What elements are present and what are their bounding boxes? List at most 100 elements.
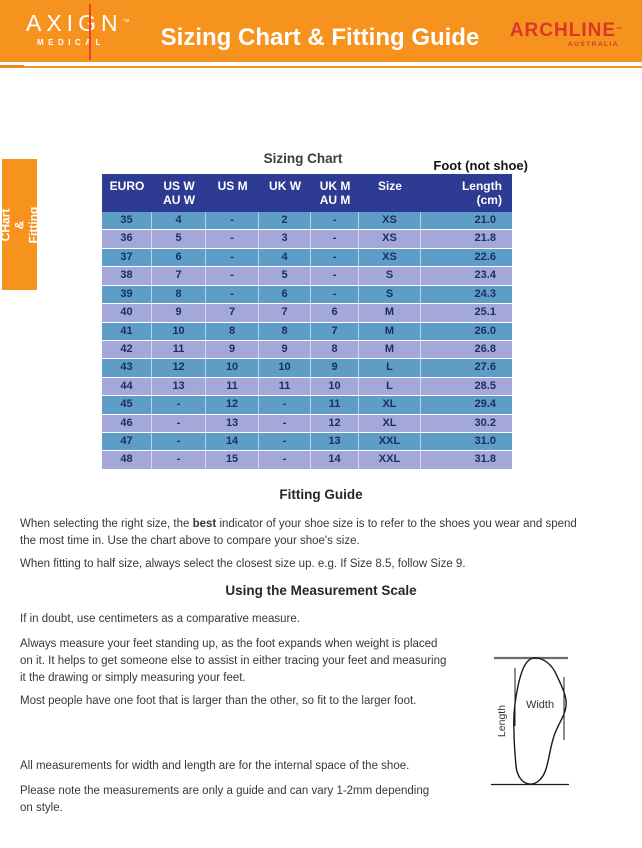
table-cell: - [206,285,259,304]
archline-logo: ARCHLINE™ AUSTRALIA [510,21,622,48]
table-cell: - [206,212,259,230]
side-tab-label: Sizing CHart & Fitting Guide [0,206,55,243]
table-cell: 22.6 [474,250,496,263]
table-cell: 45 [102,396,153,414]
paragraph-text: When selecting the right size, the [20,518,193,530]
fitting-guide-paragraph-2: When fitting to half size, always select… [20,558,466,570]
fitting-guide-heading: Fitting Guide [279,487,363,502]
table-cell: - [311,267,360,285]
table-cell: 8 [311,340,360,359]
table-cell: XL [359,414,421,433]
column-header-uk-w: UK W [269,179,302,193]
table-cell: - [152,396,207,414]
table-cell: 9 [206,340,259,359]
table-cell: 24.3 [474,287,496,300]
table-cell: 7 [152,267,207,285]
measurement-paragraph-5: Please note the measurements are only a … [20,785,430,814]
table-cell: XS [359,248,421,267]
foot-outline-icon [513,657,567,785]
table-cell: 11 [206,377,259,396]
measurement-paragraph-2: Always measure your feet standing up, as… [20,638,447,684]
table-cell: - [152,433,207,451]
column-header-euro: EURO [109,179,145,193]
table-row: 46-13-12 XL 30.2 [102,414,512,434]
foot-measurement-diagram: Width Length [491,656,569,786]
archline-logo-name: ARCHLINE™ [509,20,622,41]
column-header-size: Size [377,179,402,193]
table-cell: 10 [311,377,360,396]
table-cell: 30.2 [474,416,496,429]
table-cell: 47 [102,433,153,451]
table-cell: 13 [311,433,360,451]
table-cell: 4 [152,212,207,230]
table-cell: 8 [206,322,259,340]
table-cell: XL [359,396,421,414]
table-cell: 41 [102,322,153,340]
table-row: 47-14-13 XXL 31.0 [102,433,512,452]
table-cell: - [311,285,360,304]
table-cell: 27.6 [474,361,496,374]
measurement-paragraph-1: If in doubt, use centimeters as a compar… [20,613,300,625]
paragraph-text: indicator of your shoe size is to refer … [20,518,577,547]
table-cell: - [152,414,207,433]
table-cell: 13 [206,414,259,433]
table-cell: 14 [311,451,360,469]
table-cell: S [359,285,421,304]
table-cell: 12 [311,414,360,433]
axign-logo: AXIGN™ MEDICAL [26,4,130,60]
table-cell: - [259,396,312,414]
table-row: 37 6-4- XS 22.6 [102,248,512,268]
axign-logo-name: AXIGN™ [26,10,130,36]
measurement-paragraph-3: Most people have one foot that is larger… [20,695,417,707]
table-cell: 8 [259,322,312,340]
table-cell: 9 [152,304,207,322]
table-cell: 28.5 [474,379,496,392]
table-cell: XXL [359,433,421,451]
table-cell: 38 [102,267,153,285]
table-cell: 6 [259,285,312,304]
table-row: 39 8-6- S 24.3 [102,285,512,305]
table-cell: 3 [259,230,312,248]
table-cell: S [359,267,421,285]
table-cell: L [359,377,421,396]
table-cell: 21.8 [474,232,496,245]
column-header-us-m: US M [217,179,248,193]
header-divider-accent [0,65,24,68]
table-cell: 10 [152,322,207,340]
table-cell: M [359,340,421,359]
table-cell: - [311,248,360,267]
column-header-us-w: US W AU W [163,179,196,207]
table-cell: - [206,267,259,285]
column-header-length: Length (cm) [461,179,502,207]
table-cell: 31.8 [474,453,496,466]
trademark-symbol: ™ [616,27,622,33]
fitting-guide-paragraph-1: When selecting the right size, the best … [20,516,620,550]
sizing-chart-title: Sizing Chart [263,151,343,166]
table-cell: 10 [259,359,312,377]
table-cell: - [259,414,312,433]
table-cell: 5 [152,230,207,248]
table-cell: 11 [311,396,360,414]
table-row: 38 7-5- S 23.4 [102,267,512,286]
table-cell: 13 [152,377,207,396]
table-row: 44 13 11 11 10 L 28.5 [102,377,512,397]
measurement-paragraph-4: All measurements for width and length ar… [20,760,410,772]
table-header-row: EURO US W AU W US M UK W UK M AU M Size Length (c… [102,174,512,212]
table-cell: 23.4 [474,269,496,282]
table-cell: 44 [102,377,153,396]
table-cell: - [259,433,312,451]
table-cell: 21.0 [474,214,496,226]
table-cell: M [359,304,421,322]
table-cell: - [311,230,360,248]
table-cell: 7 [311,322,360,340]
foot-not-shoe-label: Foot (not shoe) [433,158,528,173]
table-cell: 40 [102,304,153,322]
emphasized-word: best [192,518,217,530]
table-cell: 11 [152,340,207,359]
table-cell: 11 [259,377,312,396]
axign-logo-red-line-icon [89,4,91,60]
table-cell: - [206,230,259,248]
table-cell: 6 [311,304,360,322]
table-cell: 10 [206,359,259,377]
